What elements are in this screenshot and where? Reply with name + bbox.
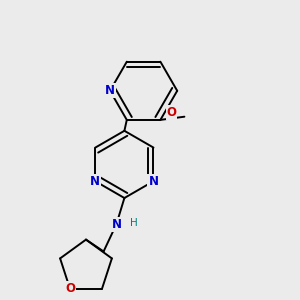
Text: N: N: [148, 175, 158, 188]
Text: N: N: [111, 218, 122, 231]
Text: O: O: [167, 106, 177, 119]
Text: H: H: [130, 218, 138, 228]
Text: N: N: [90, 175, 100, 188]
Text: N: N: [105, 84, 115, 97]
Text: O: O: [65, 282, 75, 295]
